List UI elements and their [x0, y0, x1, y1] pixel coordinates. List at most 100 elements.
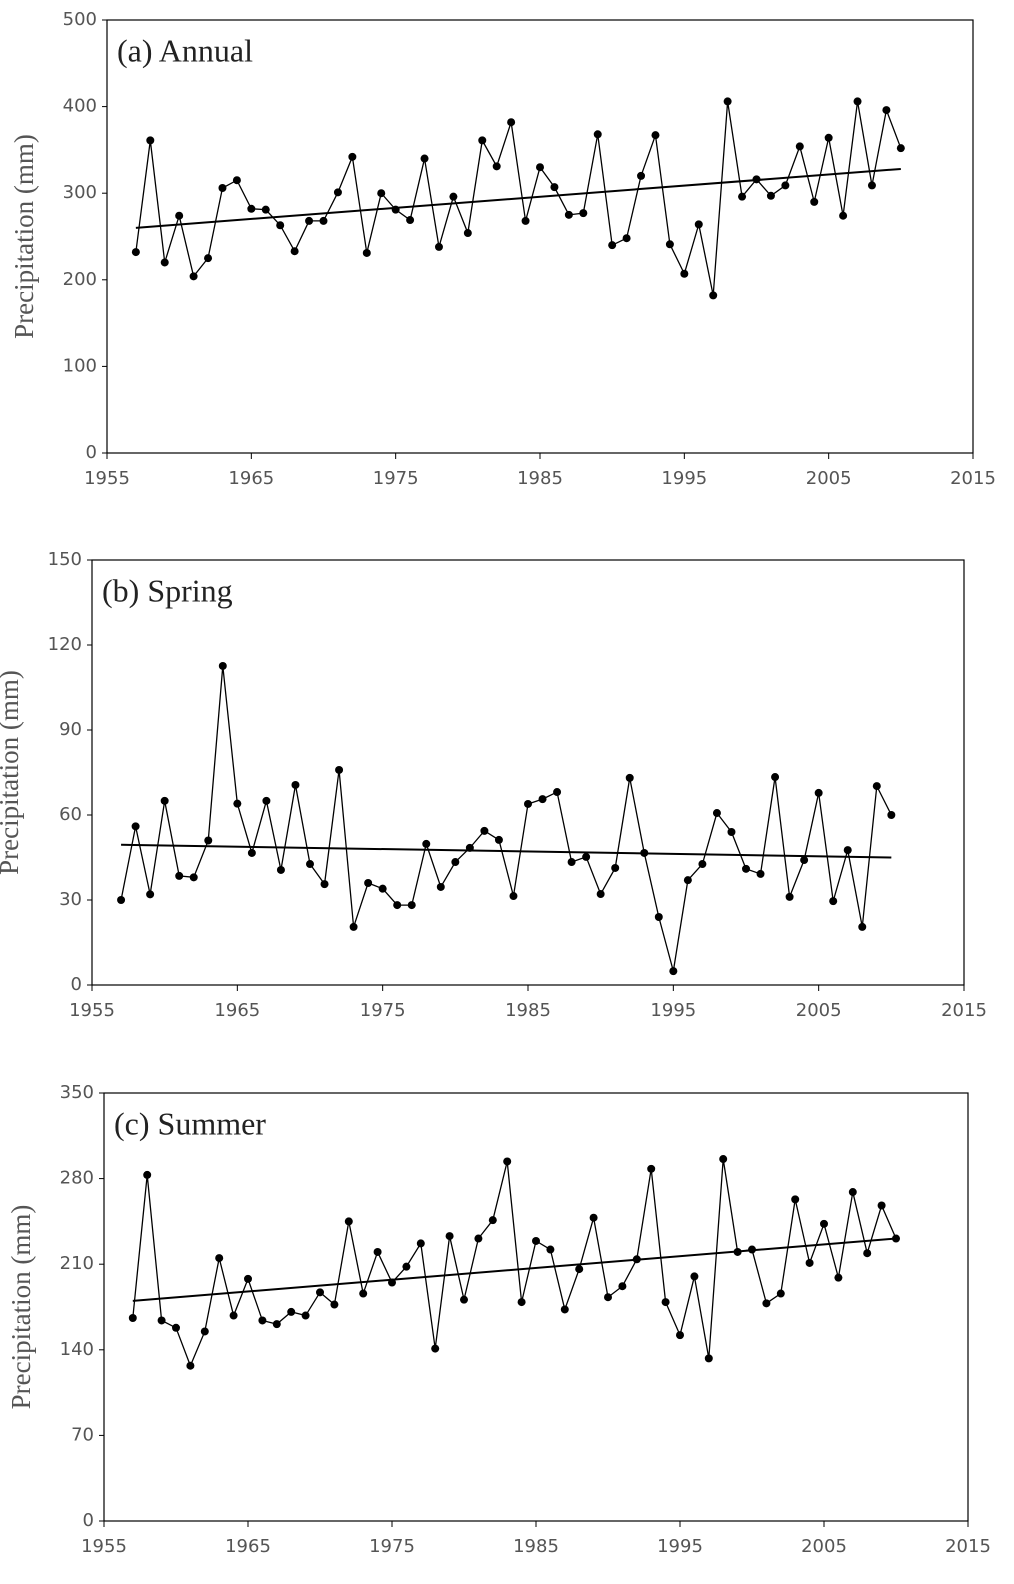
data-point: [814, 788, 823, 797]
data-point: [863, 1249, 872, 1258]
data-point: [618, 1282, 627, 1291]
data-point: [896, 144, 905, 153]
y-axis-label: Precipitation (mm): [6, 1205, 36, 1410]
data-point: [463, 229, 472, 238]
data-point: [229, 1311, 238, 1320]
data-point: [233, 799, 242, 808]
y-tick-label: 210: [60, 1253, 94, 1274]
data-point: [172, 1323, 180, 1332]
data-point: [839, 211, 848, 220]
data-point: [503, 1157, 512, 1166]
x-tick-label: 1965: [225, 1536, 271, 1557]
data-point: [494, 835, 503, 844]
data-point: [261, 205, 270, 214]
plot-frame: [106, 19, 974, 454]
panel-title: (a) Annual: [117, 32, 253, 68]
data-point: [218, 184, 227, 193]
data-point: [824, 133, 833, 142]
panel-title: (b) Spring: [102, 572, 233, 608]
data-point: [330, 1300, 339, 1309]
data-point: [449, 192, 458, 201]
data-point: [805, 1258, 814, 1267]
data-point: [704, 1354, 713, 1363]
data-point: [244, 1274, 252, 1283]
data-point: [843, 846, 852, 855]
data-point: [200, 1327, 209, 1336]
x-tick-label: 1985: [513, 1536, 559, 1557]
panel-title: (c) Summer: [114, 1105, 266, 1141]
data-point: [349, 922, 358, 931]
data-point: [422, 839, 431, 848]
data-point: [669, 967, 678, 976]
data-point: [820, 1219, 828, 1228]
data-point: [247, 204, 256, 213]
x-tick-label: 1995: [661, 468, 707, 489]
data-point: [146, 136, 155, 145]
data-point: [625, 773, 634, 782]
plot-frame: [91, 559, 965, 986]
y-axis-label: Precipitation (mm): [0, 670, 24, 875]
data-point: [407, 901, 416, 910]
data-line: [132, 1158, 897, 1368]
data-point: [723, 97, 732, 106]
data-point: [654, 913, 663, 921]
data-point: [316, 1288, 324, 1297]
data-point: [872, 782, 881, 791]
y-axis-label: Precipitation (mm): [9, 134, 39, 339]
data-point: [564, 210, 573, 219]
x-tick-label: 1955: [84, 468, 130, 489]
data-point: [829, 897, 838, 906]
y-tick-label: 60: [59, 804, 82, 825]
data-point: [882, 106, 891, 115]
data-point: [431, 1344, 440, 1353]
data-point: [377, 189, 386, 198]
data-point: [143, 1170, 152, 1179]
x-tick-label: 1965: [228, 468, 274, 489]
x-tick-label: 2015: [941, 1000, 987, 1021]
y-tick-label: 0: [71, 974, 82, 995]
data-point: [276, 865, 285, 874]
data-point: [215, 1254, 224, 1263]
data-point: [232, 176, 241, 185]
data-point: [538, 795, 547, 804]
x-tick-label: 2015: [950, 468, 996, 489]
trend-line: [121, 843, 892, 859]
data-point: [622, 234, 631, 243]
data-point: [373, 1247, 382, 1256]
data-point: [742, 864, 750, 873]
y-tick-label: 200: [63, 269, 97, 290]
y-tick-label: 500: [63, 9, 97, 30]
y-tick-label: 400: [63, 96, 97, 117]
y-tick-label: 90: [59, 719, 82, 740]
data-point: [406, 216, 415, 225]
data-point: [287, 1307, 296, 1316]
trend-line: [132, 1237, 897, 1302]
data-point: [709, 291, 718, 300]
data-point: [567, 858, 576, 867]
data-point: [771, 773, 780, 782]
data-point: [160, 796, 169, 805]
data-point: [712, 809, 721, 818]
data-point: [146, 890, 155, 899]
x-tick-label: 1965: [214, 1000, 260, 1021]
data-point: [291, 780, 300, 789]
data-point: [305, 216, 314, 225]
data-point: [766, 191, 775, 200]
data-point: [589, 1213, 598, 1222]
data-point: [160, 258, 169, 267]
data-point: [272, 1320, 281, 1329]
data-point: [853, 97, 862, 106]
data-point: [319, 216, 328, 225]
data-point: [189, 873, 198, 882]
data-point: [175, 211, 184, 220]
y-tick-label: 100: [63, 355, 97, 376]
data-point: [593, 130, 602, 139]
data-point: [867, 181, 876, 190]
data-point: [218, 661, 227, 670]
data-point: [436, 882, 445, 891]
x-tick-label: 2005: [801, 1536, 847, 1557]
x-tick-label: 1955: [81, 1536, 127, 1557]
data-point: [661, 1298, 670, 1307]
